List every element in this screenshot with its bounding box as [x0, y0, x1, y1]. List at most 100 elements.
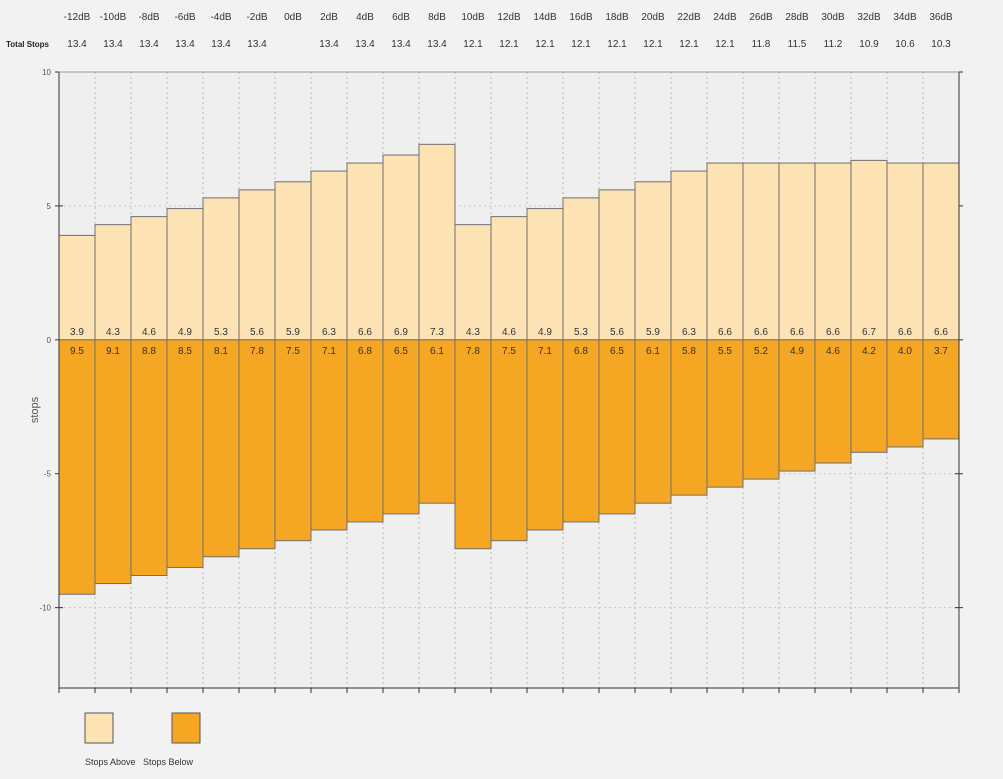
total-stops-value: 12.1 — [607, 39, 627, 50]
bar-stops-above — [310, 170, 348, 341]
stops-above-value: 6.6 — [358, 327, 372, 338]
stops-below-value: 6.5 — [394, 346, 408, 357]
db-label: -6dB — [174, 12, 195, 23]
bar-stops-above — [598, 189, 636, 341]
stops-above-value: 4.3 — [106, 327, 120, 338]
stops-above-value: 7.3 — [430, 327, 444, 338]
stops-above-value: 4.3 — [466, 327, 480, 338]
db-label: 16dB — [569, 12, 593, 23]
total-stops-value: 10.6 — [895, 39, 915, 50]
stops-above-value: 5.3 — [574, 327, 588, 338]
bar-stops-above — [778, 162, 816, 341]
bar-stops-above — [850, 159, 888, 341]
db-label: 12dB — [497, 12, 521, 23]
bar-stops-above — [58, 234, 96, 341]
total-stops-value: 13.4 — [67, 39, 87, 50]
stops-above-value: 6.3 — [322, 327, 336, 338]
total-stops-value: 12.1 — [535, 39, 555, 50]
db-label: 30dB — [821, 12, 845, 23]
bar-stops-below — [490, 339, 528, 542]
db-label: -4dB — [210, 12, 231, 23]
stops-above-value: 6.7 — [862, 327, 876, 338]
stops-below-value: 4.9 — [790, 346, 804, 357]
total-stops-value: 12.1 — [499, 39, 519, 50]
db-label: -12dB — [64, 12, 91, 23]
bar-stops-below — [598, 339, 636, 515]
stops-below-value: 4.6 — [826, 346, 840, 357]
stops-below-value: 5.5 — [718, 346, 732, 357]
db-label: 14dB — [533, 12, 557, 23]
stops-below-value: 7.5 — [286, 346, 300, 357]
db-label: 28dB — [785, 12, 809, 23]
bar-stops-below — [778, 339, 816, 472]
total-stops-value: 12.1 — [463, 39, 483, 50]
stops-below-value: 5.2 — [754, 346, 768, 357]
db-label: -8dB — [138, 12, 159, 23]
db-label: 8dB — [428, 12, 446, 23]
stops-above-value: 6.6 — [826, 327, 840, 338]
bar-stops-below — [706, 339, 744, 488]
bar-stops-below — [310, 339, 348, 531]
db-label: 24dB — [713, 12, 737, 23]
stops-below-value: 6.8 — [574, 346, 588, 357]
stops-below-value: 7.1 — [322, 346, 336, 357]
stops-below-value: 8.1 — [214, 346, 228, 357]
bar-stops-below — [886, 339, 924, 448]
total-stops-value: 12.1 — [715, 39, 735, 50]
stops-below-value: 3.7 — [934, 346, 948, 357]
bar-stops-above — [418, 143, 456, 341]
bar-stops-below — [454, 339, 492, 550]
bar-stops-below — [94, 339, 132, 585]
total-stops-value: 13.4 — [139, 39, 159, 50]
stops-below-value: 9.5 — [70, 346, 84, 357]
y-axis-label: stops — [29, 396, 41, 423]
total-stops-value: 10.3 — [931, 39, 951, 50]
bar-stops-above — [670, 170, 708, 341]
bar-stops-above — [166, 208, 204, 341]
y-tick-label: 0 — [47, 336, 52, 345]
y-tick-label: -10 — [39, 604, 51, 613]
stops-below-value: 4.0 — [898, 346, 912, 357]
total-stops-value: 11.8 — [752, 39, 771, 50]
bar-stops-above — [202, 197, 240, 341]
db-label: 26dB — [749, 12, 773, 23]
bar-stops-above — [706, 162, 744, 341]
bar-stops-below — [742, 339, 780, 480]
bar-stops-above — [814, 162, 852, 341]
bar-stops-above — [742, 162, 780, 341]
bar-stops-below — [130, 339, 168, 577]
stops-above-value: 6.6 — [718, 327, 732, 338]
db-label: 34dB — [893, 12, 917, 23]
stops-above-value: 6.3 — [682, 327, 696, 338]
bar-stops-below — [670, 339, 708, 496]
bar-stops-above — [886, 162, 924, 341]
legend-swatch-below — [171, 712, 201, 744]
stops-above-value: 5.6 — [250, 327, 264, 338]
db-label: 6dB — [392, 12, 410, 23]
db-label: 36dB — [929, 12, 953, 23]
stops-above-value: 6.6 — [898, 327, 912, 338]
bar-stops-above — [382, 154, 420, 341]
stops-below-value: 6.1 — [646, 346, 660, 357]
stops-below-value: 6.1 — [430, 346, 444, 357]
bar-stops-below — [58, 339, 96, 595]
db-label: -10dB — [100, 12, 127, 23]
stops-above-value: 5.6 — [610, 327, 624, 338]
stops-below-value: 7.1 — [538, 346, 552, 357]
legend-label-above: Stops Above — [85, 757, 136, 767]
db-label: 10dB — [461, 12, 485, 23]
bar-stops-above — [346, 162, 384, 341]
db-label: 4dB — [356, 12, 374, 23]
db-label: 2dB — [320, 12, 338, 23]
total-stops-value: 12.1 — [571, 39, 591, 50]
stops-above-value: 5.3 — [214, 327, 228, 338]
db-label: -2dB — [246, 12, 267, 23]
total-stops-value: 13.4 — [247, 39, 267, 50]
db-label: 20dB — [641, 12, 665, 23]
stops-below-value: 7.5 — [502, 346, 516, 357]
bar-stops-above — [922, 162, 960, 341]
db-label: 22dB — [677, 12, 701, 23]
total-stops-value: 11.5 — [788, 39, 807, 50]
